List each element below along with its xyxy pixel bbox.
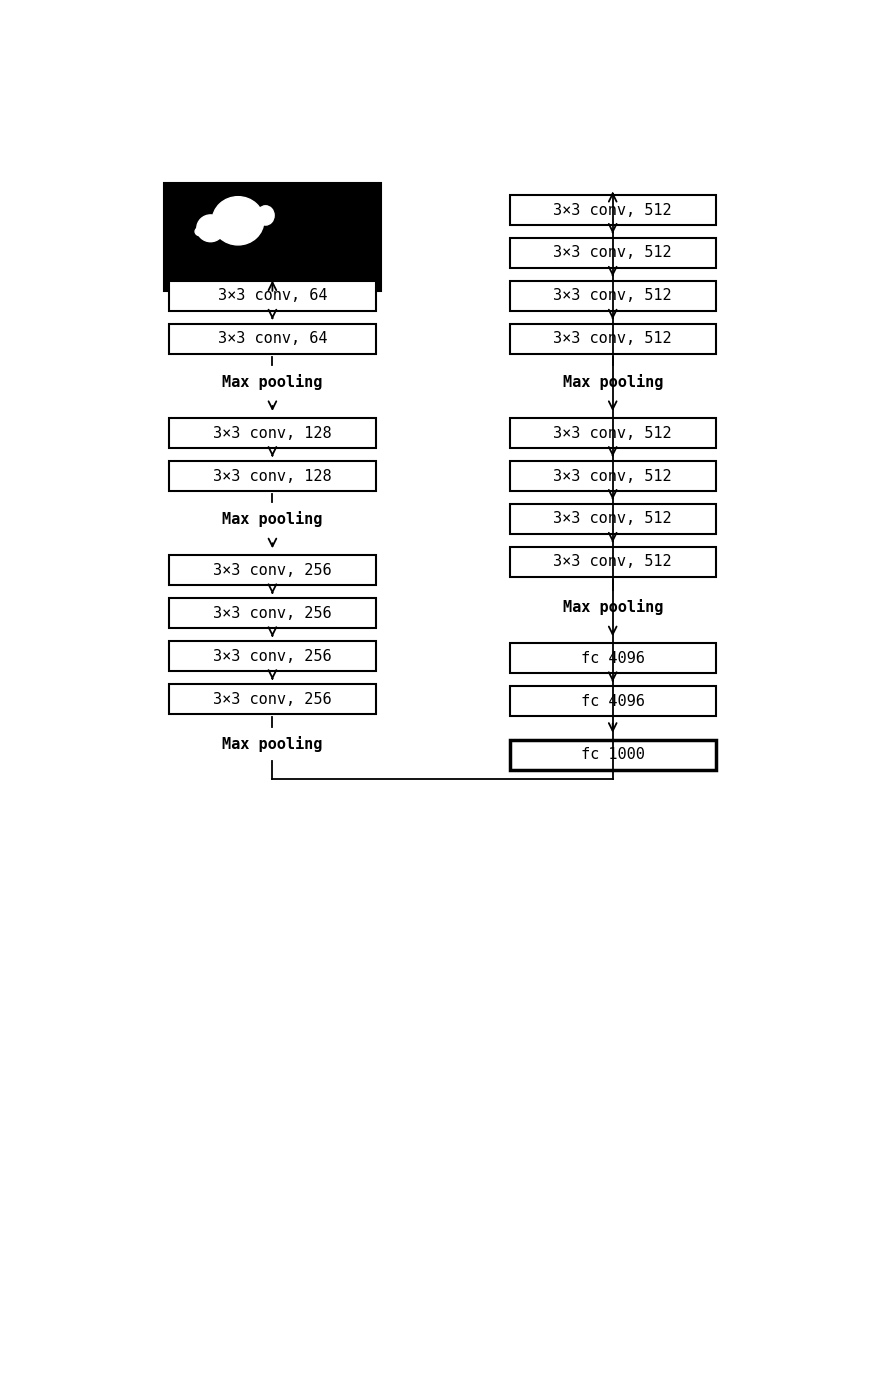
Bar — [509, 238, 715, 267]
Bar — [169, 323, 375, 354]
Text: 3×3 conv, 128: 3×3 conv, 128 — [213, 468, 331, 483]
Text: 3×3 conv, 512: 3×3 conv, 512 — [553, 554, 672, 570]
Bar — [509, 547, 715, 577]
Bar — [169, 461, 375, 492]
Text: 3×3 conv, 256: 3×3 conv, 256 — [213, 692, 331, 706]
Text: 3×3 conv, 512: 3×3 conv, 512 — [553, 245, 672, 260]
Text: 3×3 conv, 512: 3×3 conv, 512 — [553, 332, 672, 347]
Text: Max pooling: Max pooling — [562, 373, 662, 390]
Ellipse shape — [197, 215, 224, 242]
Ellipse shape — [195, 227, 206, 235]
Bar — [509, 461, 715, 492]
Text: 3×3 conv, 512: 3×3 conv, 512 — [553, 468, 672, 483]
Bar — [169, 281, 375, 311]
Bar — [509, 195, 715, 226]
Bar — [164, 184, 380, 291]
Bar — [169, 599, 375, 628]
Bar — [509, 687, 715, 716]
Text: 3×3 conv, 512: 3×3 conv, 512 — [553, 288, 672, 304]
Text: fc 1000: fc 1000 — [580, 748, 644, 762]
Bar — [509, 644, 715, 673]
Ellipse shape — [212, 196, 263, 245]
Bar — [169, 556, 375, 585]
Text: Max pooling: Max pooling — [222, 737, 323, 752]
Text: 3×3 conv, 512: 3×3 conv, 512 — [553, 202, 672, 217]
Bar — [169, 684, 375, 715]
Bar — [169, 418, 375, 449]
Text: 3×3 conv, 512: 3×3 conv, 512 — [553, 426, 672, 440]
Text: fc 4096: fc 4096 — [580, 694, 644, 709]
Text: 3×3 conv, 256: 3×3 conv, 256 — [213, 563, 331, 578]
Bar — [509, 740, 715, 770]
Bar — [509, 418, 715, 449]
Text: 3×3 conv, 128: 3×3 conv, 128 — [213, 426, 331, 440]
Text: 3×3 conv, 256: 3×3 conv, 256 — [213, 606, 331, 621]
Text: 3×3 conv, 64: 3×3 conv, 64 — [217, 332, 327, 347]
Bar — [509, 504, 715, 534]
Text: Max pooling: Max pooling — [222, 511, 323, 527]
Text: Max pooling: Max pooling — [562, 599, 662, 614]
Ellipse shape — [257, 206, 274, 226]
Text: 3×3 conv, 256: 3×3 conv, 256 — [213, 649, 331, 664]
Text: 3×3 conv, 64: 3×3 conv, 64 — [217, 288, 327, 304]
Bar — [509, 323, 715, 354]
Bar — [169, 641, 375, 671]
Text: Max pooling: Max pooling — [222, 373, 323, 390]
Bar — [509, 281, 715, 311]
Text: 3×3 conv, 512: 3×3 conv, 512 — [553, 511, 672, 527]
Text: fc 4096: fc 4096 — [580, 651, 644, 666]
